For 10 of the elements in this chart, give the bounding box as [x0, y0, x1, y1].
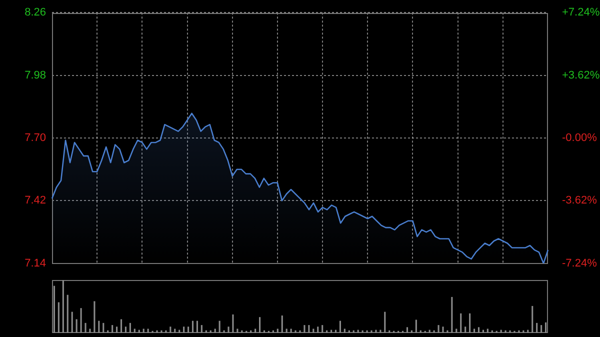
y2-tick-label: -0.00% [562, 132, 598, 144]
y-tick-label: 7.98 [24, 69, 46, 82]
y-tick-label: 7.14 [24, 257, 46, 270]
y2-tick-label: -7.24% [562, 257, 598, 270]
y-tick-label: 7.42 [24, 194, 46, 207]
y2-tick-label: -3.62% [562, 194, 598, 207]
y-tick-label: 8.26 [24, 6, 46, 19]
y-tick-label: 7.70 [24, 132, 46, 144]
y2-tick-label: +3.62% [562, 69, 600, 82]
y2-tick-label: +7.24% [562, 6, 600, 19]
